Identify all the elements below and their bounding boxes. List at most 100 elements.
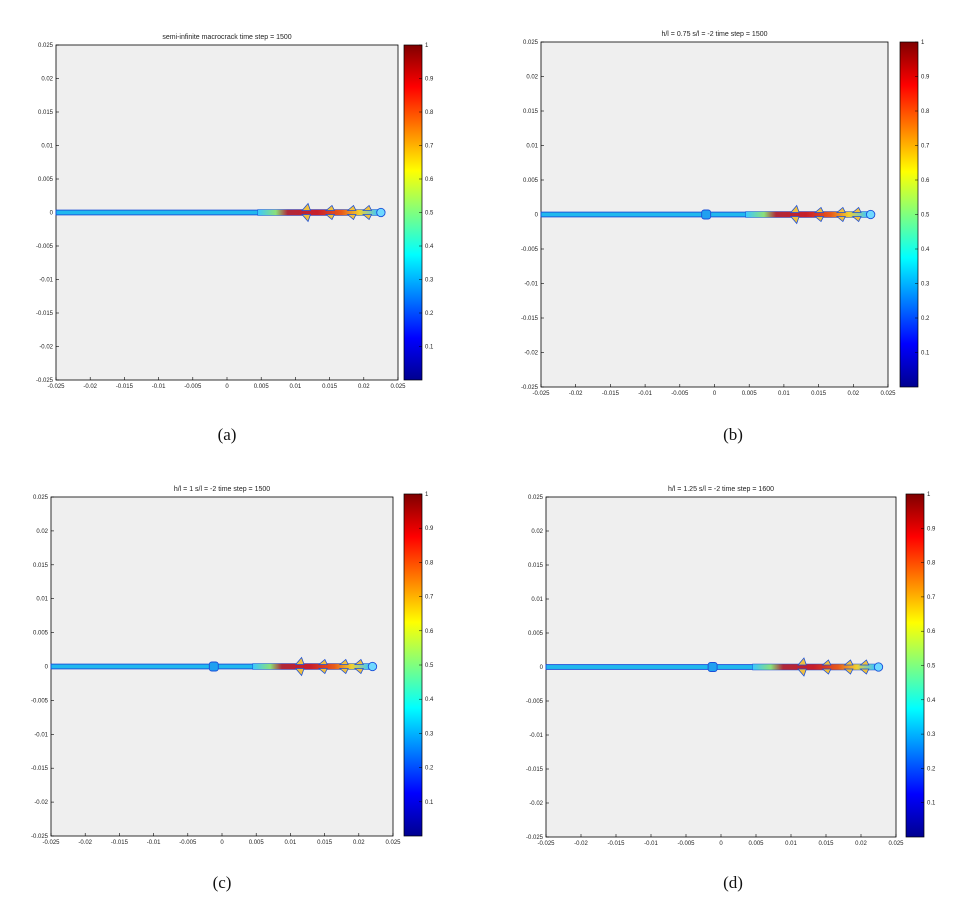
x-tick-label: -0.02 [569,391,583,397]
colorbar-tick-label: 0.1 [927,801,936,807]
colorbar-tick-label: 0.6 [425,177,434,183]
y-tick-label: 0.015 [528,563,544,569]
colorbar-tick-label: 0.5 [921,213,930,219]
y-tick-label: -0.005 [36,244,54,250]
crack-tip [367,661,378,672]
crack-branch [294,656,305,677]
x-tick-label: -0.01 [147,840,161,846]
x-tick-label: 0.015 [818,841,834,847]
y-tick-label: 0.005 [523,178,539,184]
y-tick-label: 0.015 [33,563,49,569]
y-tick-label: 0.02 [36,529,48,535]
colorbar-tick-label: 0.6 [921,178,930,184]
y-tick-label: -0.015 [36,311,54,317]
microcrack [208,661,219,672]
y-tick-label: -0.01 [524,282,538,288]
y-tick-label: 0.005 [528,631,544,637]
crack-tip [866,209,876,220]
y-tick-label: -0.02 [524,351,538,357]
crack-tip [376,207,386,218]
y-tick-label: -0.025 [36,378,54,384]
plot-title: h/l = 1.25 s/l = -2 time step = 1600 [668,486,774,493]
x-tick-label: 0.025 [888,841,904,847]
x-tick-label: 0.015 [811,391,827,397]
y-tick-label: 0.005 [33,631,49,637]
colorbar-tick-label: 0.5 [927,664,936,670]
x-tick-label: -0.005 [677,841,695,847]
crack-branch [324,204,336,221]
y-tick-label: 0.01 [36,597,48,603]
colorbar-tick-label: 0.6 [927,629,936,635]
y-tick-label: -0.01 [529,733,543,739]
x-tick-label: 0 [713,391,717,397]
chart-panel-b: h/l = 0.75 s/l = -2 time step = 1500 -0.0… [521,31,930,444]
colorbar-tick-label: 0.9 [921,75,930,81]
chart-panel-d: h/l = 1.25 s/l = -2 time step = 1600 -0.0… [526,486,936,892]
microcrack [707,662,718,672]
damage-zone [752,663,876,671]
x-tick-label: -0.01 [638,391,652,397]
colorbar-tick-label: 0.8 [927,561,936,567]
crack-branch [789,204,800,225]
panel-caption: (c) [213,873,232,892]
x-tick-label: -0.015 [111,840,129,846]
x-tick-label: 0.01 [778,391,790,397]
colorbar-tick-label: 0.3 [425,731,434,737]
y-tick-label: -0.015 [31,766,49,772]
colorbar-tick-label: 1 [425,43,429,49]
colorbar-tick-label: 0.1 [425,800,434,806]
colorbar-tick-label: 0.9 [927,526,936,532]
plot-title: h/l = 0.75 s/l = -2 time step = 1500 [661,31,767,38]
x-tick-label: 0.005 [249,840,265,846]
x-tick-label: -0.025 [532,391,550,397]
colorbar-tick-label: 0.9 [425,526,434,532]
crack-branch [338,658,349,675]
y-tick-label: 0.025 [528,495,544,501]
x-tick-label: 0.005 [254,384,270,390]
colorbar-tick-label: 1 [921,40,925,46]
colorbar-tick-label: 0.2 [425,311,434,317]
damage-zone [252,663,370,670]
crack-branch [361,204,373,221]
x-tick-label: 0.015 [322,384,338,390]
x-tick-label: 0.01 [290,384,302,390]
crack-branch [346,204,357,221]
colorbar-tick-label: 0.7 [927,595,936,601]
colorbar-tick-label: 0.7 [921,144,930,150]
x-tick-label: 0 [220,840,224,846]
crack-branch [851,206,862,223]
colorbar-tick-label: 0.6 [425,629,434,635]
colorbar-tick-label: 0.1 [425,345,434,351]
damage-zone [257,209,378,216]
y-tick-label: 0 [45,665,49,671]
x-tick-label: 0.005 [742,391,758,397]
y-tick-label: -0.005 [31,698,49,704]
colorbar-tick-label: 0.8 [425,560,434,566]
colorbar-tick-label: 0.4 [425,244,434,250]
x-tick-label: -0.015 [602,391,620,397]
x-tick-label: 0.025 [385,840,401,846]
plot-title: semi-infinite macrocrack time step = 150… [162,34,291,41]
x-tick-label: -0.02 [78,840,92,846]
x-tick-label: 0.025 [390,384,406,390]
x-tick-label: -0.015 [607,841,625,847]
colorbar-tick-label: 0.5 [425,663,434,669]
x-tick-label: -0.02 [83,384,97,390]
y-tick-label: 0.02 [531,529,543,535]
y-tick-label: -0.015 [526,767,544,773]
x-tick-label: 0.025 [880,391,896,397]
x-tick-label: 0.01 [785,841,797,847]
colorbar-tick-label: 0.1 [921,351,930,357]
x-tick-label: 0.02 [358,384,370,390]
y-tick-label: 0.015 [523,109,539,115]
y-tick-label: -0.015 [521,316,539,322]
y-tick-label: -0.005 [526,699,544,705]
y-tick-label: -0.02 [34,800,48,806]
y-tick-label: 0.025 [523,40,539,46]
colorbar-tick-label: 0.3 [425,278,434,284]
chart-panel-a: semi-infinite macrocrack time step = 150… [36,34,434,444]
y-tick-label: 0.025 [38,43,54,49]
x-tick-label: 0 [719,841,723,847]
colorbar-tick-label: 1 [927,492,931,498]
